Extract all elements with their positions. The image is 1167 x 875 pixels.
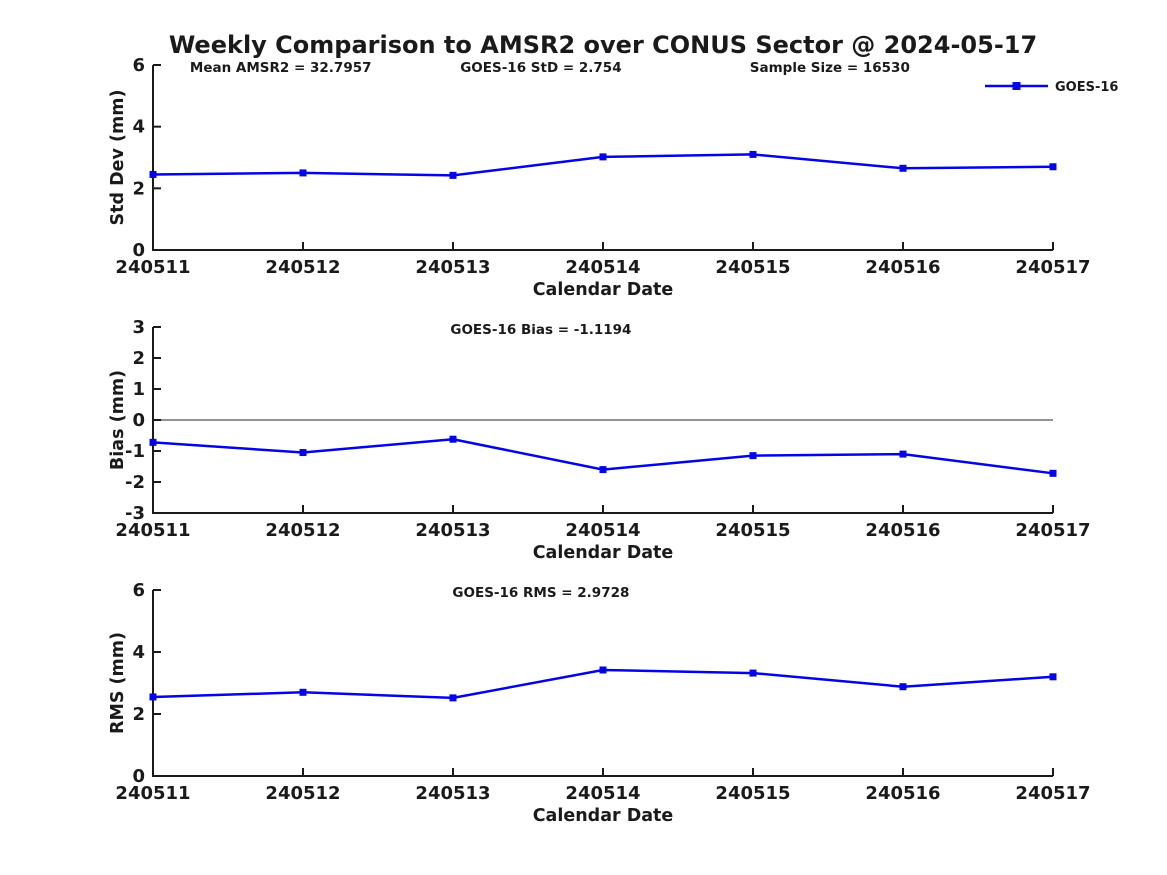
- y-axis-tick-label: -1: [125, 441, 145, 462]
- y-axis-tick-label: 2: [132, 704, 145, 725]
- x-axis-tick-label: 240515: [715, 257, 790, 278]
- subplot-rms: 0 2 4 6 240511 240512 240513 240514 240515 240516…: [108, 580, 1091, 826]
- legend-marker: [1012, 82, 1021, 90]
- annotation-text: GOES-16 StD = 2.754: [460, 60, 621, 76]
- y-axis-title: RMS (mm): [108, 632, 128, 734]
- data-point-marker: [299, 449, 307, 457]
- data-point-marker: [899, 683, 907, 691]
- legend-label: GOES-16: [1055, 80, 1118, 95]
- y-axis-tick-label: 3: [132, 317, 145, 338]
- x-axis-title: Calendar Date: [533, 543, 674, 563]
- data-point-marker: [1049, 469, 1057, 477]
- data-point-marker: [899, 450, 907, 458]
- y-axis-tick-label: 0: [132, 766, 145, 787]
- y-axis-tick-label: -2: [125, 472, 145, 493]
- y-axis-tick-label: 6: [132, 580, 145, 601]
- data-point-marker: [299, 169, 307, 177]
- y-axis-tick-label: -3: [125, 503, 145, 524]
- x-axis-tick-label: 240511: [115, 783, 190, 804]
- y-axis-title: Std Dev (mm): [108, 90, 128, 226]
- x-axis-title: Calendar Date: [533, 806, 674, 826]
- data-point-marker: [599, 466, 607, 474]
- y-axis-tick-label: 2: [132, 178, 145, 199]
- x-axis-tick-label: 240517: [1015, 520, 1090, 541]
- data-point-marker: [749, 150, 757, 158]
- data-point-marker: [1049, 163, 1057, 171]
- data-point-marker: [599, 666, 607, 674]
- x-axis-tick-label: 240516: [865, 520, 940, 541]
- data-point-marker: [899, 164, 907, 172]
- x-axis-tick-label: 240514: [565, 783, 640, 804]
- y-axis-tick-label: 1: [132, 379, 145, 400]
- x-axis-tick-label: 240513: [415, 520, 490, 541]
- data-point-marker: [449, 694, 457, 702]
- data-point-marker: [749, 669, 757, 677]
- data-point-marker: [449, 435, 457, 443]
- y-axis-tick-label: 0: [132, 240, 145, 261]
- x-axis-tick-label: 240512: [265, 783, 340, 804]
- x-axis-tick-label: 240517: [1015, 783, 1090, 804]
- annotation-text: GOES-16 Bias = -1.1194: [450, 322, 631, 338]
- subplot-stddev: 0 2 4 6 240511 240512 240513 240514 240515 240516…: [108, 55, 1118, 300]
- data-point-marker: [299, 688, 307, 696]
- x-axis-tick-label: 240512: [265, 257, 340, 278]
- data-point-marker: [149, 438, 157, 446]
- y-axis-tick-label: 4: [132, 642, 145, 663]
- data-point-marker: [449, 171, 457, 179]
- y-axis-tick-label: 2: [132, 348, 145, 369]
- y-axis-tick-label: 6: [132, 55, 145, 76]
- annotation-text: GOES-16 RMS = 2.9728: [452, 585, 629, 601]
- data-point-marker: [1049, 673, 1057, 681]
- x-axis-tick-label: 240514: [565, 520, 640, 541]
- y-axis-tick-label: 0: [132, 410, 145, 431]
- data-point-marker: [149, 693, 157, 701]
- x-axis-tick-label: 240513: [415, 257, 490, 278]
- x-axis-tick-label: 240516: [865, 783, 940, 804]
- x-axis-tick-label: 240511: [115, 520, 190, 541]
- subplot-bias: -3 -2 -1 0 1 2 3 240511 240512 240513 240514 240515…: [108, 317, 1091, 563]
- annotation-text: Mean AMSR2 = 32.7957: [190, 60, 372, 76]
- x-axis-tick-label: 240513: [415, 783, 490, 804]
- annotation-text: Sample Size = 16530: [750, 60, 910, 76]
- x-axis-tick-label: 240517: [1015, 257, 1090, 278]
- y-axis-tick-label: 4: [132, 117, 145, 138]
- data-point-marker: [149, 170, 157, 178]
- data-point-marker: [599, 153, 607, 161]
- x-axis-tick-label: 240515: [715, 783, 790, 804]
- x-axis-tick-label: 240516: [865, 257, 940, 278]
- x-axis-tick-label: 240511: [115, 257, 190, 278]
- figure-title: Weekly Comparison to AMSR2 over CONUS Se…: [169, 31, 1037, 59]
- data-point-marker: [749, 452, 757, 460]
- series-line: [151, 668, 1055, 700]
- x-axis-title: Calendar Date: [533, 280, 674, 300]
- x-axis-tick-label: 240514: [565, 257, 640, 278]
- x-axis-tick-label: 240515: [715, 520, 790, 541]
- y-axis-title: Bias (mm): [108, 370, 128, 470]
- x-axis-tick-label: 240512: [265, 520, 340, 541]
